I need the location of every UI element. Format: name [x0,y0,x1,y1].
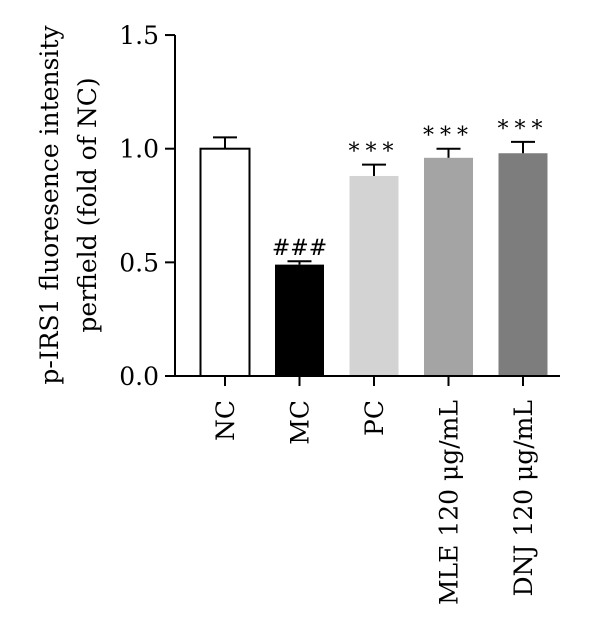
y-tick-label: 0.5 [119,248,159,277]
x-axis: NC MC PC MLE 120 μg/mL DNJ 120 μg/mL [175,375,560,605]
bar-pc [349,175,399,376]
y-axis-label-line2: perfield (fold of NC) [73,77,102,332]
x-tick-label: MC [286,400,315,445]
x-tick-label: MLE 120 μg/mL [435,400,464,605]
y-axis-title: p-IRS1 fluoresence intensity perfield (f… [35,25,102,385]
bar-mc [275,264,324,376]
bar-mle [424,157,473,376]
y-tick-label: 1.0 [119,135,159,164]
error-bars [213,136,535,265]
x-tick-label: NC [211,400,240,441]
bar-dnj [498,153,548,376]
y-tick-label: 1.5 [119,21,159,50]
significance-label: *** [498,117,549,142]
significance-label: ### [272,236,327,261]
bars [199,147,548,377]
significance-annotations: ### *** *** *** [272,117,549,261]
y-tick-label: 0.0 [119,362,159,391]
bar-nc [199,147,251,377]
x-tick-label: DNJ 120 μg/mL [509,400,538,597]
x-tick-label: PC [360,400,389,436]
significance-label: *** [423,124,474,149]
significance-label: *** [349,140,400,165]
y-axis: 0.0 0.5 1.0 1.5 [119,21,176,391]
y-axis-label-line1: p-IRS1 fluoresence intensity [35,25,64,385]
